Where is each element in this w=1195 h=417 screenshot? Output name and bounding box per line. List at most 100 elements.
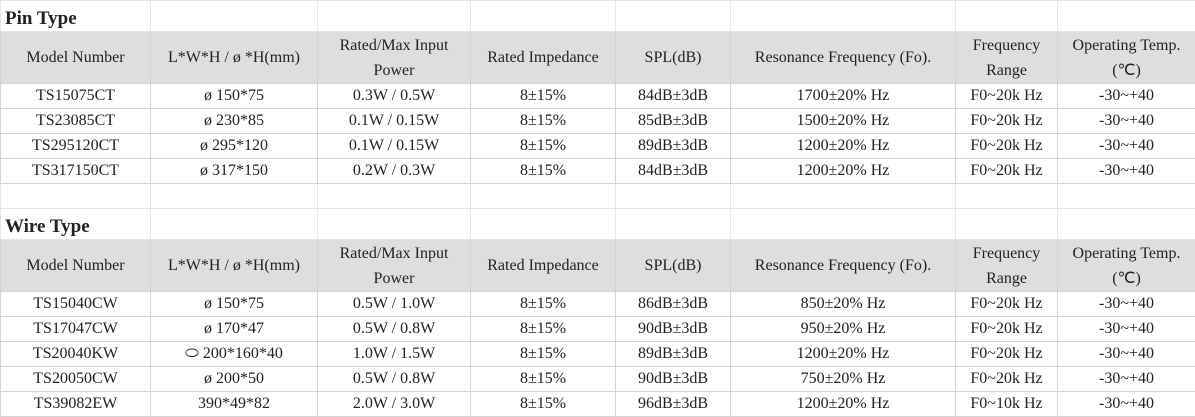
data-cell: 8±15% bbox=[471, 159, 616, 184]
data-cell: TS20050CW bbox=[1, 367, 151, 392]
header-cell: Rated/Max Input Power bbox=[318, 240, 471, 292]
data-cell: TS23085CT bbox=[1, 109, 151, 134]
data-cell: F0~20k Hz bbox=[956, 84, 1058, 109]
data-cell: -30~+40 bbox=[1058, 159, 1195, 184]
data-cell: 0.2W / 0.3W bbox=[318, 159, 471, 184]
empty-cell bbox=[616, 184, 731, 209]
data-cell: -30~+40 bbox=[1058, 84, 1195, 109]
data-cell: ⬭ 200*160*40 bbox=[151, 342, 318, 367]
data-cell: 1200±20% Hz bbox=[731, 159, 956, 184]
empty-cell bbox=[1058, 1, 1195, 32]
data-cell: -30~+40 bbox=[1058, 367, 1195, 392]
empty-cell bbox=[956, 209, 1058, 240]
section-title-row: Wire Type bbox=[1, 209, 1195, 240]
data-cell: 84dB±3dB bbox=[616, 84, 731, 109]
data-cell: 8±15% bbox=[471, 134, 616, 159]
empty-cell bbox=[471, 1, 616, 32]
data-cell: F0~20k Hz bbox=[956, 159, 1058, 184]
header-cell: SPL(dB) bbox=[616, 240, 731, 292]
data-cell: 8±15% bbox=[471, 317, 616, 342]
data-cell: TS39082EW bbox=[1, 392, 151, 417]
header-cell: Resonance Frequency (Fo). bbox=[731, 32, 956, 84]
header-cell: SPL(dB) bbox=[616, 32, 731, 84]
data-cell: 8±15% bbox=[471, 342, 616, 367]
empty-cell bbox=[471, 184, 616, 209]
header-cell: Model Number bbox=[1, 32, 151, 84]
empty-cell bbox=[616, 1, 731, 32]
data-cell: TS295120CT bbox=[1, 134, 151, 159]
data-cell: 1200±20% Hz bbox=[731, 392, 956, 417]
data-cell: 2.0W / 3.0W bbox=[318, 392, 471, 417]
data-cell: 85dB±3dB bbox=[616, 109, 731, 134]
data-cell: ø 200*50 bbox=[151, 367, 318, 392]
empty-cell bbox=[151, 209, 318, 240]
section-title-row: Pin Type bbox=[1, 1, 1195, 32]
empty-cell bbox=[318, 209, 471, 240]
empty-cell bbox=[318, 1, 471, 32]
empty-cell bbox=[318, 184, 471, 209]
header-cell: Frequency Range bbox=[956, 32, 1058, 84]
data-cell: -30~+40 bbox=[1058, 134, 1195, 159]
data-cell: F0~10k Hz bbox=[956, 392, 1058, 417]
empty-cell bbox=[731, 1, 956, 32]
data-cell: F0~20k Hz bbox=[956, 367, 1058, 392]
data-cell: ø 150*75 bbox=[151, 292, 318, 317]
empty-cell bbox=[1058, 209, 1195, 240]
data-cell: 850±20% Hz bbox=[731, 292, 956, 317]
empty-cell bbox=[151, 1, 318, 32]
data-cell: TS15040CW bbox=[1, 292, 151, 317]
data-cell: 1200±20% Hz bbox=[731, 134, 956, 159]
data-cell: 0.3W / 0.5W bbox=[318, 84, 471, 109]
data-cell: 8±15% bbox=[471, 392, 616, 417]
data-cell: F0~20k Hz bbox=[956, 134, 1058, 159]
section-title: Pin Type bbox=[1, 1, 151, 32]
data-cell: 1200±20% Hz bbox=[731, 342, 956, 367]
data-cell: F0~20k Hz bbox=[956, 292, 1058, 317]
data-cell: 89dB±3dB bbox=[616, 342, 731, 367]
data-cell: 0.1W / 0.15W bbox=[318, 134, 471, 159]
header-cell: Operating Temp. (℃) bbox=[1058, 32, 1195, 84]
data-cell: 84dB±3dB bbox=[616, 159, 731, 184]
empty-cell bbox=[616, 209, 731, 240]
data-cell: TS317150CT bbox=[1, 159, 151, 184]
data-cell: 8±15% bbox=[471, 84, 616, 109]
empty-cell bbox=[731, 209, 956, 240]
data-cell: 1500±20% Hz bbox=[731, 109, 956, 134]
header-cell: L*W*H / ø *H(mm) bbox=[151, 32, 318, 84]
data-cell: TS15075CT bbox=[1, 84, 151, 109]
data-cell: 0.5W / 1.0W bbox=[318, 292, 471, 317]
header-cell: Rated Impedance bbox=[471, 32, 616, 84]
data-cell: F0~20k Hz bbox=[956, 109, 1058, 134]
data-cell: -30~+40 bbox=[1058, 317, 1195, 342]
section-title: Wire Type bbox=[1, 209, 151, 240]
empty-cell bbox=[151, 184, 318, 209]
data-cell: 89dB±3dB bbox=[616, 134, 731, 159]
data-cell: 390*49*82 bbox=[151, 392, 318, 417]
header-cell: Model Number bbox=[1, 240, 151, 292]
data-cell: ø 150*75 bbox=[151, 84, 318, 109]
data-cell: ø 317*150 bbox=[151, 159, 318, 184]
data-cell: 86dB±3dB bbox=[616, 292, 731, 317]
header-cell: L*W*H / ø *H(mm) bbox=[151, 240, 318, 292]
data-cell: TS17047CW bbox=[1, 317, 151, 342]
data-cell: -30~+40 bbox=[1058, 342, 1195, 367]
header-cell: Rated Impedance bbox=[471, 240, 616, 292]
data-cell: 0.1W / 0.15W bbox=[318, 109, 471, 134]
header-cell: Resonance Frequency (Fo). bbox=[731, 240, 956, 292]
data-cell: 0.5W / 0.8W bbox=[318, 367, 471, 392]
header-cell: Frequency Range bbox=[956, 240, 1058, 292]
data-cell: 1700±20% Hz bbox=[731, 84, 956, 109]
data-cell: F0~20k Hz bbox=[956, 342, 1058, 367]
data-cell: 8±15% bbox=[471, 367, 616, 392]
data-cell: ø 170*47 bbox=[151, 317, 318, 342]
header-cell: Rated/Max Input Power bbox=[318, 32, 471, 84]
empty-cell bbox=[956, 184, 1058, 209]
data-cell: -30~+40 bbox=[1058, 292, 1195, 317]
